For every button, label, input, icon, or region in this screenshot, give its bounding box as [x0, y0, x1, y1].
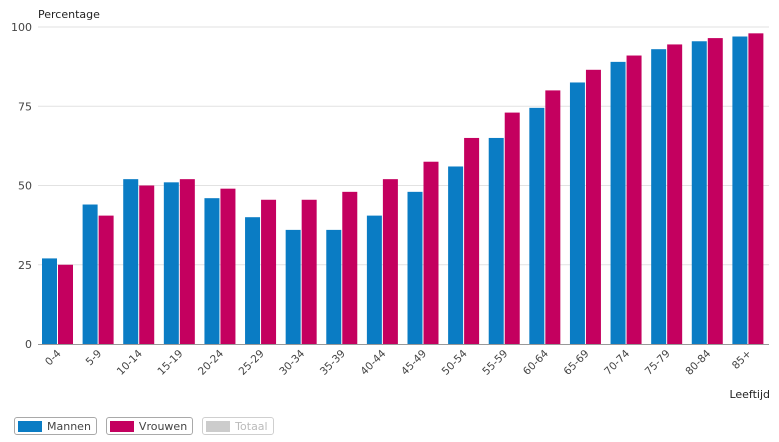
x-tick-label: 80-84: [683, 347, 713, 377]
x-tick-label: 25-29: [237, 348, 267, 378]
x-tick-label: 20-24: [196, 347, 226, 377]
bar-mannen-50-54: [448, 166, 464, 344]
legend-item-totaal[interactable]: Totaal: [202, 417, 274, 435]
bar-mannen-80-84: [691, 41, 707, 344]
legend-swatch-mannen: [18, 420, 42, 432]
x-tick-label: 70-74: [602, 347, 632, 377]
legend-label-mannen: Mannen: [47, 419, 91, 433]
x-tick-labels: 0-4 5-9 10-14 15-19 20-24 25-29 30-34 35-39 40-4…: [43, 347, 754, 377]
y-tick-label: 25: [18, 259, 32, 272]
bar-mannen-5-9: [82, 204, 98, 344]
y-axis-label: Percentage: [38, 8, 100, 21]
x-tick-label: 10-14: [115, 347, 145, 377]
legend: Mannen Vrouwen Totaal: [14, 417, 274, 435]
bar-mannen-75-79: [651, 49, 667, 344]
bar-vrouwen-5-9: [98, 215, 114, 344]
bar-vrouwen-50-54: [464, 137, 480, 344]
bar-vrouwen-60-64: [545, 90, 561, 345]
x-tick-label: 65-69: [562, 348, 592, 378]
x-axis-label: Leeftijd: [729, 388, 770, 401]
x-tick-label: 85+: [730, 348, 754, 372]
bar-vrouwen-70-74: [626, 55, 642, 344]
legend-swatch-vrouwen: [109, 420, 134, 432]
x-tick-label: 30-34: [277, 347, 307, 377]
legend-item-vrouwen[interactable]: Vrouwen: [105, 417, 194, 435]
bar-vrouwen-0-4: [58, 264, 73, 344]
bar-vrouwen-80-84: [707, 38, 723, 344]
y-tick-label: 0: [25, 338, 32, 351]
bar-vrouwen-15-19: [179, 179, 195, 344]
x-tick-label: 60-64: [521, 347, 551, 377]
bar-vrouwen-45-49: [423, 161, 439, 344]
legend-swatch-totaal: [206, 420, 231, 432]
y-tick-labels: 0 25 50 75 100: [11, 21, 32, 351]
bar-vrouwen-20-24: [220, 188, 236, 344]
bar-vrouwen-75-79: [667, 44, 683, 345]
x-tick-label: 45-49: [399, 348, 429, 378]
bar-vrouwen-85+: [748, 33, 764, 345]
bar-mannen-45-49: [407, 191, 423, 344]
x-tick-label: 0-4: [43, 347, 64, 368]
x-tick-label: 15-19: [155, 348, 185, 378]
legend-item-mannen[interactable]: Mannen: [14, 417, 97, 435]
y-tick-label: 50: [18, 180, 32, 193]
bar-mannen-10-14: [123, 179, 139, 344]
bar-vrouwen-10-14: [139, 185, 155, 344]
legend-label-vrouwen: Vrouwen: [138, 419, 188, 433]
x-tick-label: 40-44: [358, 347, 388, 377]
bar-vrouwen-30-34: [301, 199, 317, 344]
grid-lines: [38, 26, 769, 266]
bar-vrouwen-35-39: [342, 191, 358, 344]
x-tick-label: 55-59: [480, 348, 510, 378]
bars: [42, 33, 764, 345]
bar-mannen-65-69: [569, 82, 585, 344]
bar-mannen-30-34: [285, 229, 301, 344]
bar-mannen-35-39: [326, 229, 342, 344]
bar-vrouwen-55-59: [504, 112, 520, 344]
bar-mannen-70-74: [610, 61, 626, 345]
legend-label-totaal: Totaal: [235, 419, 268, 433]
bar-vrouwen-65-69: [585, 69, 601, 345]
bar-vrouwen-40-44: [382, 179, 398, 344]
bar-mannen-40-44: [366, 215, 382, 344]
bar-vrouwen-25-29: [261, 199, 277, 344]
bar-mannen-25-29: [245, 217, 261, 344]
y-tick-label: 100: [11, 21, 32, 34]
x-tick-label: 5-9: [84, 348, 105, 369]
y-tick-label: 75: [18, 100, 32, 113]
x-tick-label: 50-54: [440, 347, 470, 377]
bar-mannen-0-4: [42, 258, 57, 344]
bar-mannen-85+: [732, 36, 748, 344]
x-tick-label: 75-79: [643, 348, 673, 378]
x-tick-label: 35-39: [318, 348, 348, 378]
bar-mannen-60-64: [529, 107, 545, 345]
bar-mannen-20-24: [204, 198, 220, 344]
bar-mannen-55-59: [488, 137, 504, 344]
bar-mannen-15-19: [163, 182, 179, 344]
